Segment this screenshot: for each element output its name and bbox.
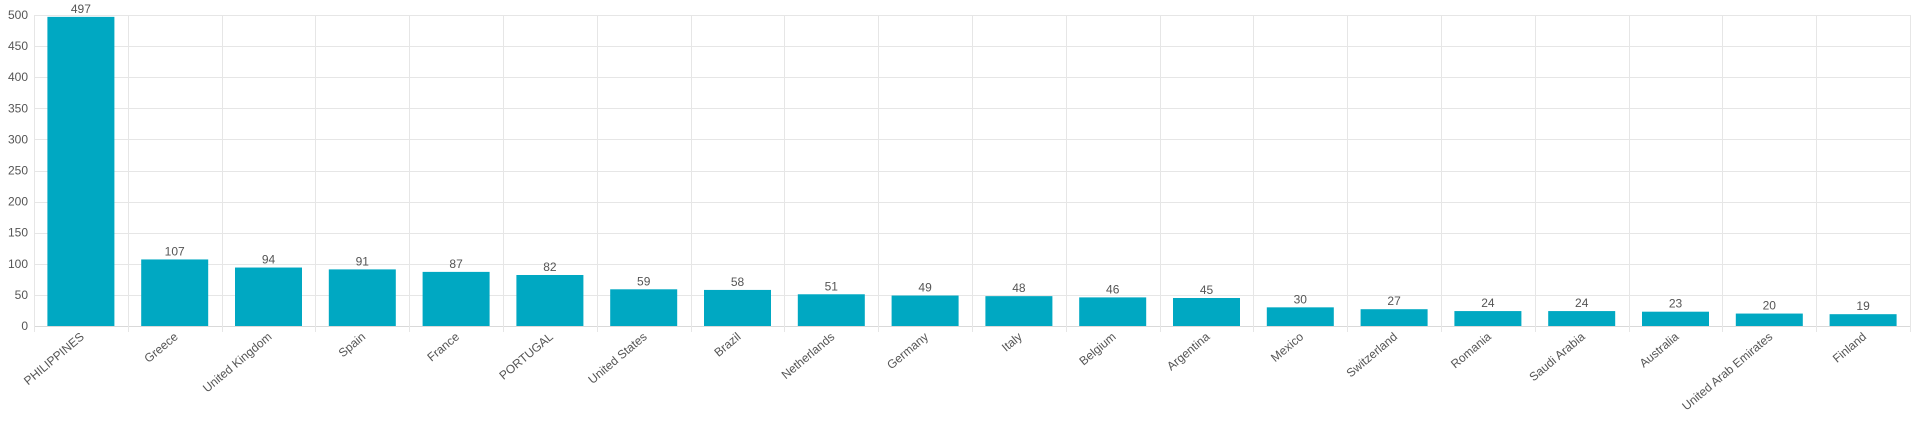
data-label: 46 <box>1106 282 1120 296</box>
x-tick-label: Netherlands <box>779 330 838 382</box>
x-tick-label: Mexico <box>1268 329 1306 364</box>
bar-romania[interactable] <box>1454 311 1522 326</box>
y-axis-tick-labels: 0 50 100 150 200 250 300 350 400 450 500 <box>8 8 28 333</box>
x-tick-label: Spain <box>336 330 369 360</box>
bar-philippines[interactable] <box>47 16 115 327</box>
y-tick-label: 350 <box>8 101 28 115</box>
y-tick-label: 50 <box>15 288 29 302</box>
x-tick-label: Brazil <box>711 330 743 360</box>
y-tick-label: 450 <box>8 39 28 53</box>
y-tick-label: 300 <box>8 132 28 146</box>
bar-argentina[interactable] <box>1173 298 1240 326</box>
data-labels: 497 107 94 91 87 82 59 58 51 49 48 46 45 30 27 24 24 23 20… <box>71 2 1870 313</box>
data-label: 20 <box>1763 299 1777 313</box>
data-label: 107 <box>165 244 185 258</box>
bar-spain[interactable] <box>328 269 396 326</box>
bar-netherlands[interactable] <box>797 294 865 326</box>
x-tick-label: PHILIPPINES <box>21 330 87 388</box>
x-axis-tick-labels: PHILIPPINES Greece United Kingdom Spain Fran… <box>21 329 1869 413</box>
y-tick-label: 500 <box>8 8 28 22</box>
data-label: 30 <box>1294 292 1308 306</box>
data-label: 497 <box>71 2 91 16</box>
grid-layer <box>34 15 1911 332</box>
bar-mexico[interactable] <box>1266 307 1334 326</box>
bars-layer <box>47 16 1897 327</box>
y-tick-label: 200 <box>8 195 28 209</box>
x-tick-label: Argentina <box>1164 329 1213 373</box>
bar-finland[interactable] <box>1829 314 1897 326</box>
data-label: 87 <box>449 257 463 271</box>
x-tick-label: Romania <box>1448 329 1494 371</box>
y-tick-label: 0 <box>21 319 28 333</box>
data-label: 48 <box>1012 281 1026 295</box>
x-tick-label: Greece <box>141 329 180 365</box>
data-label: 51 <box>825 279 839 293</box>
data-label: 91 <box>356 254 370 268</box>
bar-france[interactable] <box>422 271 490 326</box>
bar-brazil[interactable] <box>704 289 771 326</box>
x-tick-label: PORTUGAL <box>496 329 556 382</box>
data-label: 94 <box>262 253 276 267</box>
data-label: 58 <box>731 275 745 289</box>
data-label: 45 <box>1200 283 1214 297</box>
x-tick-label: Finland <box>1830 330 1869 366</box>
bar-greece[interactable] <box>141 259 209 326</box>
x-tick-label: Saudi Arabia <box>1526 329 1587 384</box>
bar-germany[interactable] <box>891 295 959 326</box>
x-tick-label: United States <box>585 330 649 387</box>
y-tick-label: 150 <box>8 226 28 240</box>
bar-belgium[interactable] <box>1079 297 1147 326</box>
data-label: 19 <box>1856 299 1870 313</box>
x-tick-label: Germany <box>884 330 931 372</box>
bar-italy[interactable] <box>985 296 1053 326</box>
data-label: 23 <box>1669 297 1683 311</box>
y-tick-label: 400 <box>8 70 28 84</box>
x-tick-label: Australia <box>1637 329 1682 370</box>
x-tick-label: Belgium <box>1076 330 1118 369</box>
x-tick-label: United Arab Emirates <box>1679 330 1775 414</box>
x-tick-label: France <box>424 329 462 364</box>
bar-united-arab-emirates[interactable] <box>1735 313 1803 326</box>
bar-portugal[interactable] <box>516 274 584 326</box>
x-tick-label: United Kingdom <box>200 330 274 396</box>
bar-saudi-arabia[interactable] <box>1548 311 1616 326</box>
data-label: 49 <box>918 281 932 295</box>
data-label: 59 <box>637 274 651 288</box>
bar-united-kingdom[interactable] <box>235 267 302 326</box>
y-tick-label: 250 <box>8 164 28 178</box>
y-tick-label: 100 <box>8 257 28 271</box>
x-tick-label: Switzerland <box>1344 330 1401 381</box>
bar-switzerland[interactable] <box>1360 309 1428 326</box>
bar-united-states[interactable] <box>610 289 678 326</box>
x-tick-label: Italy <box>999 330 1025 355</box>
bar-australia[interactable] <box>1642 311 1709 326</box>
data-label: 24 <box>1481 296 1495 310</box>
data-label: 82 <box>543 260 557 274</box>
data-label: 24 <box>1575 296 1589 310</box>
data-label: 27 <box>1387 294 1401 308</box>
